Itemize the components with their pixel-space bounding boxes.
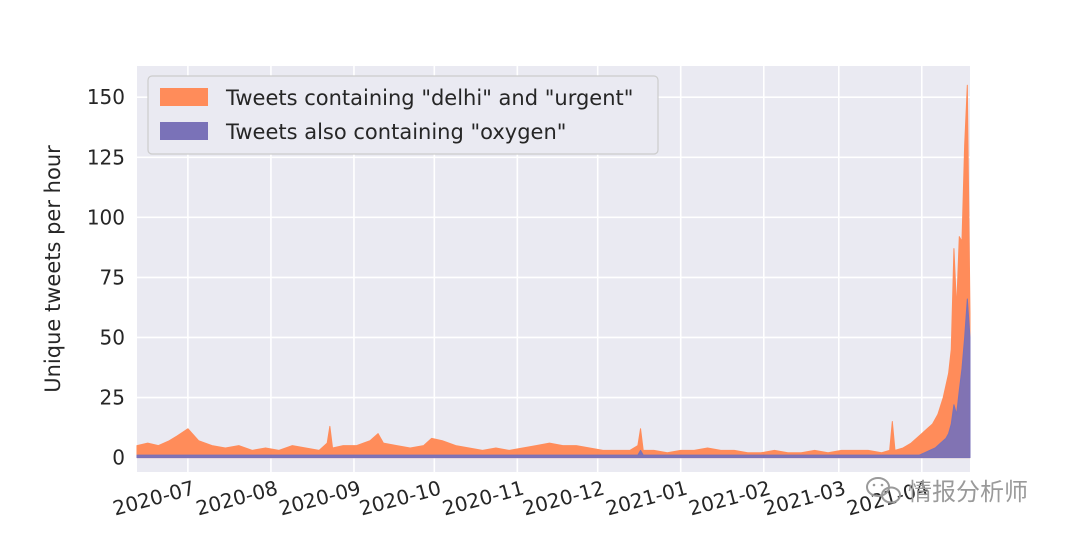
x-tick-label: 2021-01 xyxy=(603,476,690,521)
legend-swatch-oxygen xyxy=(160,122,208,140)
x-tick-label: 2020-12 xyxy=(520,476,607,521)
series-layer xyxy=(136,84,971,459)
y-tick-label: 150 xyxy=(87,85,125,109)
legend-label-oxygen: Tweets also containing "oxygen" xyxy=(225,120,566,144)
y-tick-label: 75 xyxy=(100,265,125,289)
x-tick-label: 2020-10 xyxy=(357,476,444,521)
x-tick-label: 2020-08 xyxy=(193,476,280,521)
series-area-delhi-urgent xyxy=(136,84,971,459)
y-tick-labels: 0 25 50 75 100 125 150 xyxy=(87,85,125,469)
y-tick-label: 100 xyxy=(87,205,125,229)
legend: Tweets containing "delhi" and "urgent" T… xyxy=(147,75,659,155)
x-tick-labels: 2020-072020-082020-092020-102020-112020-… xyxy=(110,476,931,521)
legend-box xyxy=(147,75,659,155)
x-tick-label: 2020-11 xyxy=(440,476,527,521)
watermark: 情报分析师 xyxy=(866,477,1028,506)
x-tick-label: 2020-09 xyxy=(276,476,363,521)
x-tick-label: 2021-03 xyxy=(761,476,848,521)
y-tick-label: 125 xyxy=(87,145,125,169)
watermark-text: 情报分析师 xyxy=(908,478,1028,506)
y-tick-label: 0 xyxy=(112,446,125,470)
legend-label-delhi-urgent: Tweets containing "delhi" and "urgent" xyxy=(225,86,633,110)
series-area-oxygen xyxy=(136,298,971,459)
y-axis-title: Unique tweets per hour xyxy=(41,145,65,393)
y-tick-label: 25 xyxy=(100,386,125,410)
wechat-icon xyxy=(866,477,901,504)
x-tick-label: 2020-07 xyxy=(110,476,197,521)
x-tick-label: 2021-02 xyxy=(686,476,773,521)
y-tick-label: 50 xyxy=(100,325,125,349)
legend-swatch-delhi-urgent xyxy=(160,88,208,106)
